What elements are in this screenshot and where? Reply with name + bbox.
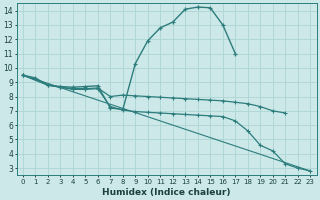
X-axis label: Humidex (Indice chaleur): Humidex (Indice chaleur) xyxy=(102,188,231,197)
